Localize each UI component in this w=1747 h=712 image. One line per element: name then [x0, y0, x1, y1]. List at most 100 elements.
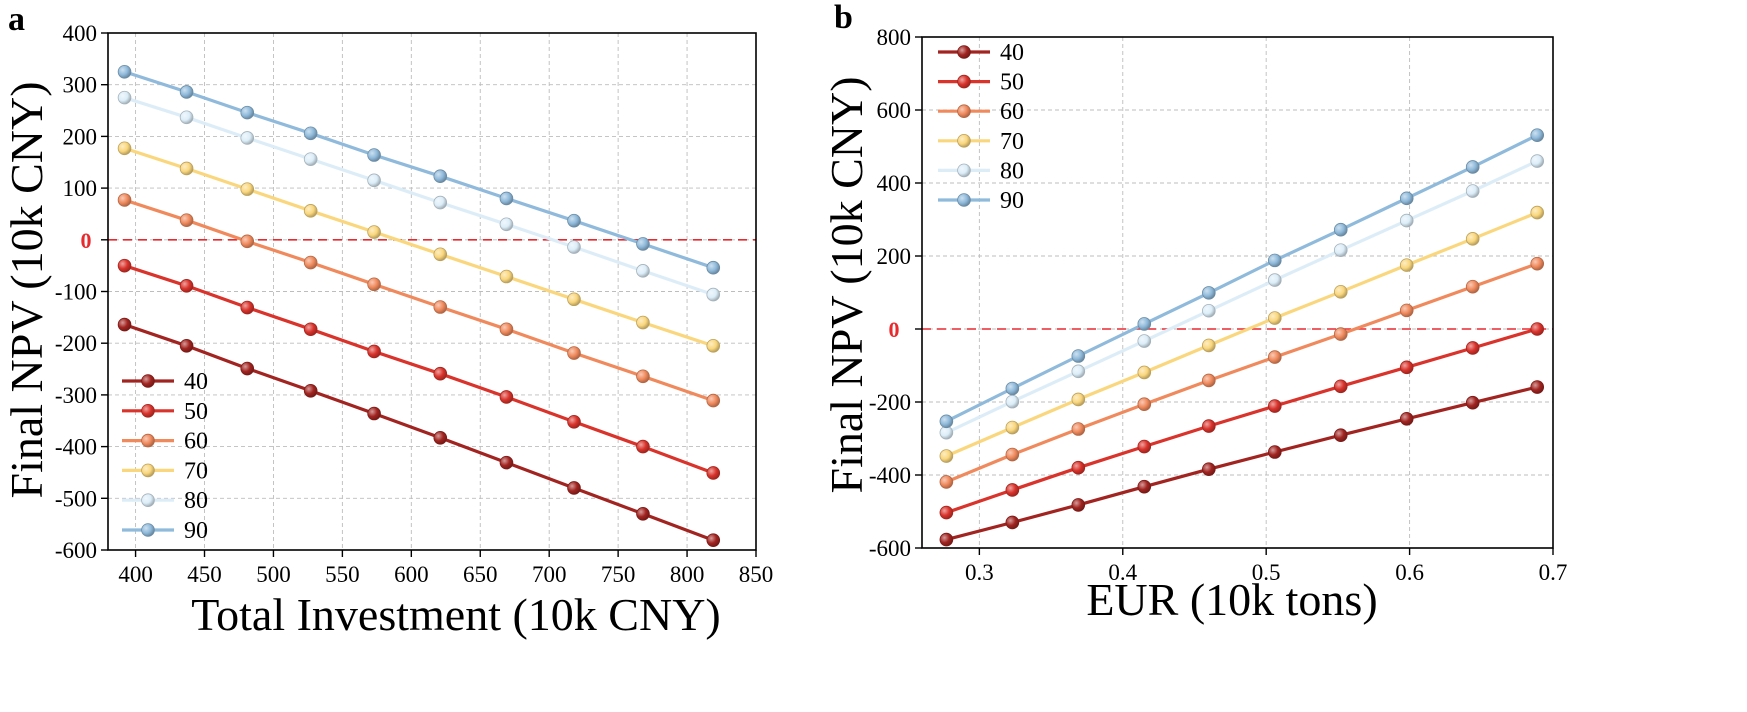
x-tick-label: 450	[187, 562, 222, 587]
data-point-70	[117, 141, 132, 156]
panel-a-x-axis-title: Total Investment (10k CNY)	[191, 589, 721, 640]
panel-b-grid	[922, 37, 1553, 548]
legend-item-70: 70	[122, 458, 208, 484]
y-tick-label: -100	[55, 280, 97, 305]
legend-marker-60	[141, 433, 155, 448]
legend-marker-90	[957, 193, 971, 207]
legend-marker-80	[141, 493, 155, 508]
data-point-70	[1071, 392, 1086, 407]
data-point-70	[303, 204, 318, 218]
legend-item-90: 90	[938, 188, 1024, 214]
legend-item-80: 80	[122, 488, 208, 514]
y-tick-label: -200	[55, 331, 97, 356]
data-point-70	[567, 292, 581, 307]
panel-a-legend: 40 50 60 70 80 90	[122, 369, 208, 544]
x-tick-label: 600	[394, 562, 429, 587]
data-point-70	[1137, 365, 1152, 380]
data-point-50	[240, 300, 255, 315]
data-point-90	[499, 191, 514, 206]
y-tick-label: -200	[869, 390, 911, 415]
data-point-80	[1267, 273, 1282, 287]
data-point-90	[1530, 128, 1545, 142]
legend-marker-70	[957, 134, 971, 148]
panel-a-y-ticks: -600 -500 -400 -300 -200 -100 100 200 300 400	[55, 21, 108, 563]
legend-item-80: 80	[938, 158, 1024, 184]
data-point-60	[303, 255, 318, 270]
data-point-60	[1465, 279, 1480, 294]
data-point-70	[367, 225, 381, 239]
data-point-90	[939, 414, 954, 429]
legend-label-80: 80	[184, 488, 208, 514]
data-point-90	[1071, 349, 1086, 363]
data-point-90	[706, 260, 721, 275]
data-point-60	[1071, 422, 1086, 436]
data-point-50	[179, 279, 194, 293]
data-point-50	[1333, 379, 1348, 394]
data-point-90	[1137, 317, 1152, 331]
data-point-90	[1333, 222, 1348, 237]
y-tick-label: -600	[55, 538, 97, 563]
data-point-50	[706, 466, 721, 480]
series-line-90	[124, 70, 714, 270]
data-point-70	[1333, 284, 1348, 299]
data-point-40	[179, 338, 194, 353]
data-point-40	[706, 533, 721, 547]
panel-b-x-ticks: 0.3 0.4 0.5 0.6 0.7	[965, 548, 1567, 585]
panel-a-y-axis-title: Final NPV (10k CNY)	[1, 81, 52, 498]
data-point-40	[1202, 462, 1216, 476]
y-tick-label: -500	[55, 486, 97, 511]
data-point-90	[1267, 253, 1282, 268]
data-point-60	[433, 300, 448, 314]
legend-marker-40	[957, 45, 971, 59]
legend-label-60: 60	[1000, 99, 1024, 125]
data-point-70	[939, 449, 954, 463]
data-point-80	[1333, 243, 1348, 257]
data-point-40	[1137, 479, 1152, 494]
data-point-60	[1333, 327, 1348, 341]
legend-item-60: 60	[938, 99, 1024, 125]
panel-b-y-axis-title: Final NPV (10k CNY)	[821, 76, 872, 493]
data-point-50	[1071, 460, 1086, 475]
x-tick-label: 700	[532, 562, 567, 587]
data-point-50	[117, 258, 132, 273]
legend-label-40: 40	[1000, 40, 1024, 66]
data-point-70	[1202, 338, 1216, 353]
legend-label-70: 70	[184, 458, 208, 484]
series-line-80	[124, 96, 714, 297]
y-tick-label: -400	[55, 435, 97, 460]
legend-label-80: 80	[1000, 158, 1024, 184]
legend-item-40: 40	[122, 369, 208, 395]
data-point-90	[1202, 286, 1216, 300]
series-line-50	[124, 264, 714, 475]
data-point-60	[706, 393, 721, 408]
data-point-80	[1071, 364, 1086, 379]
data-point-60	[939, 475, 954, 489]
data-point-40	[1071, 498, 1086, 512]
data-point-80	[240, 131, 255, 145]
data-point-60	[240, 234, 255, 249]
series-line-70	[124, 146, 714, 348]
legend-marker-60	[957, 104, 971, 118]
data-point-50	[1137, 439, 1152, 454]
legend-item-60: 60	[122, 429, 208, 455]
x-tick-label: 0.4	[1108, 560, 1137, 585]
y-tick-label: -300	[55, 383, 97, 408]
data-point-80	[499, 217, 514, 232]
legend-label-50: 50	[1000, 70, 1024, 96]
legend-label-90: 90	[184, 518, 208, 544]
data-point-50	[303, 322, 318, 337]
data-point-60	[117, 193, 132, 207]
data-point-90	[433, 169, 448, 184]
data-point-40	[567, 481, 581, 495]
panel-b-x-axis-title: EUR (10k tons)	[1086, 574, 1377, 625]
panel-b-reference-line: 0	[889, 317, 1553, 342]
y-tick-label: 800	[877, 25, 912, 50]
panel-a-label: a	[8, 1, 25, 38]
data-point-90	[1465, 160, 1480, 174]
legend-marker-90	[141, 523, 155, 537]
data-point-70	[706, 338, 721, 353]
panel-b-plot-frame	[921, 36, 1554, 549]
legend-item-90: 90	[122, 518, 208, 544]
x-tick-label: 800	[670, 562, 705, 587]
